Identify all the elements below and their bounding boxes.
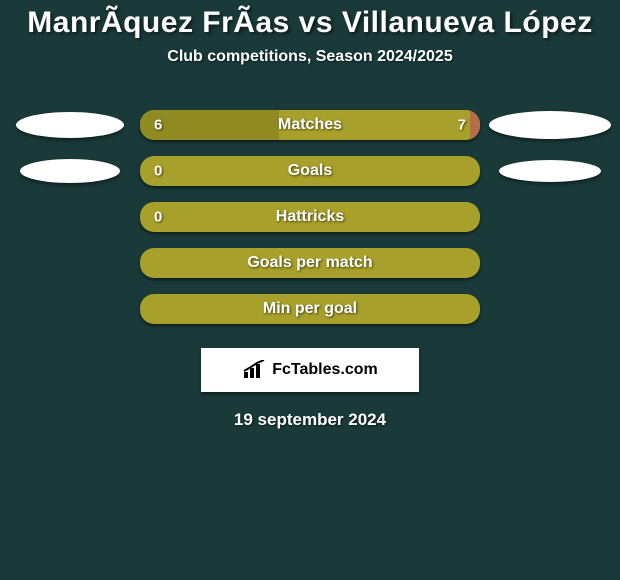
infographic-root: ManrÃ­quez FrÃ­as vs Villanueva López Cl… — [0, 0, 620, 580]
stat-bar: Hattricks 0 — [140, 202, 480, 232]
stat-left-value: 0 — [154, 163, 162, 180]
comparison-rows: Matches 6 7 Goals 0 Hattricks 0 Goals per match… — [0, 102, 620, 332]
stat-row: Goals per match — [0, 240, 620, 286]
stat-label: Goals — [288, 162, 332, 180]
stat-bar: Matches 6 7 — [140, 110, 480, 140]
stat-left-value: 6 — [154, 117, 162, 134]
right-indicator — [480, 202, 620, 232]
left-indicator — [0, 248, 140, 278]
ellipse-icon — [20, 159, 120, 183]
left-indicator — [0, 156, 140, 186]
stat-label: Matches — [278, 116, 342, 134]
ellipse-icon — [16, 112, 124, 138]
right-indicator — [480, 294, 620, 324]
stat-bar: Min per goal — [140, 294, 480, 324]
stat-row: Min per goal — [0, 286, 620, 332]
stat-label: Hattricks — [276, 208, 344, 226]
left-indicator — [0, 294, 140, 324]
date-text: 19 september 2024 — [0, 410, 620, 430]
logo-box: FcTables.com — [201, 348, 419, 392]
right-indicator — [480, 248, 620, 278]
left-indicator — [0, 202, 140, 232]
stat-right-value: 7 — [458, 117, 466, 134]
stat-bar: Goals 0 — [140, 156, 480, 186]
logo: FcTables.com — [242, 360, 378, 380]
right-indicator — [480, 110, 620, 140]
logo-text: FcTables.com — [272, 361, 378, 379]
right-indicator — [480, 156, 620, 186]
subtitle: Club competitions, Season 2024/2025 — [0, 48, 620, 66]
stat-row: Goals 0 — [0, 148, 620, 194]
ellipse-icon — [489, 111, 611, 139]
bar-fill-right — [470, 110, 480, 140]
stat-row: Hattricks 0 — [0, 194, 620, 240]
stat-label: Min per goal — [263, 300, 357, 318]
stat-left-value: 0 — [154, 209, 162, 226]
stat-label: Goals per match — [247, 254, 372, 272]
stat-row: Matches 6 7 — [0, 102, 620, 148]
left-indicator — [0, 110, 140, 140]
ellipse-icon — [499, 160, 601, 182]
page-title: ManrÃ­quez FrÃ­as vs Villanueva López — [0, 0, 620, 40]
stat-bar: Goals per match — [140, 248, 480, 278]
chart-icon — [242, 360, 268, 380]
